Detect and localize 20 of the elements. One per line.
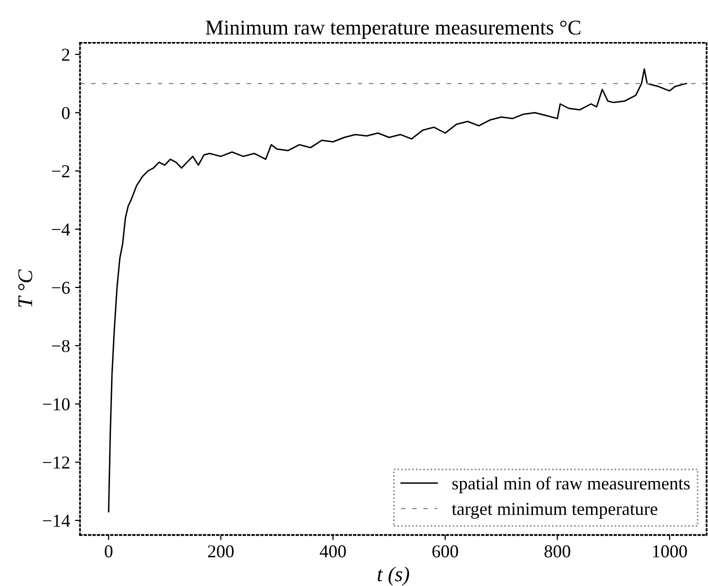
x-tick-label: 0 bbox=[104, 545, 112, 558]
y-tick-label: 2 bbox=[62, 48, 70, 61]
y-tick-label: −10 bbox=[42, 398, 70, 410]
x-axis-title: t (s) bbox=[378, 566, 410, 586]
y-tick-label: −6 bbox=[52, 282, 70, 294]
y-tick-label: −12 bbox=[42, 456, 70, 468]
y-tick-label: 0 bbox=[62, 106, 70, 120]
legend-label: target minimum temperature bbox=[452, 502, 658, 519]
x-tick-label: 600 bbox=[432, 545, 458, 558]
y-axis-title: T °C bbox=[18, 269, 32, 307]
y-tick-label: −4 bbox=[52, 224, 70, 236]
legend-label: spatial min of raw measurements bbox=[452, 476, 690, 494]
y-tick-label: −2 bbox=[52, 165, 70, 178]
y-tick-label: −14 bbox=[42, 514, 70, 527]
x-tick-label: 800 bbox=[544, 545, 570, 558]
x-tick-label: 1000 bbox=[653, 545, 687, 558]
chart-title: Minimum raw temperature measurements °C bbox=[206, 20, 580, 39]
x-tick-label: 200 bbox=[208, 545, 234, 558]
x-tick-label: 400 bbox=[320, 545, 346, 558]
y-tick-label: −8 bbox=[52, 340, 70, 352]
